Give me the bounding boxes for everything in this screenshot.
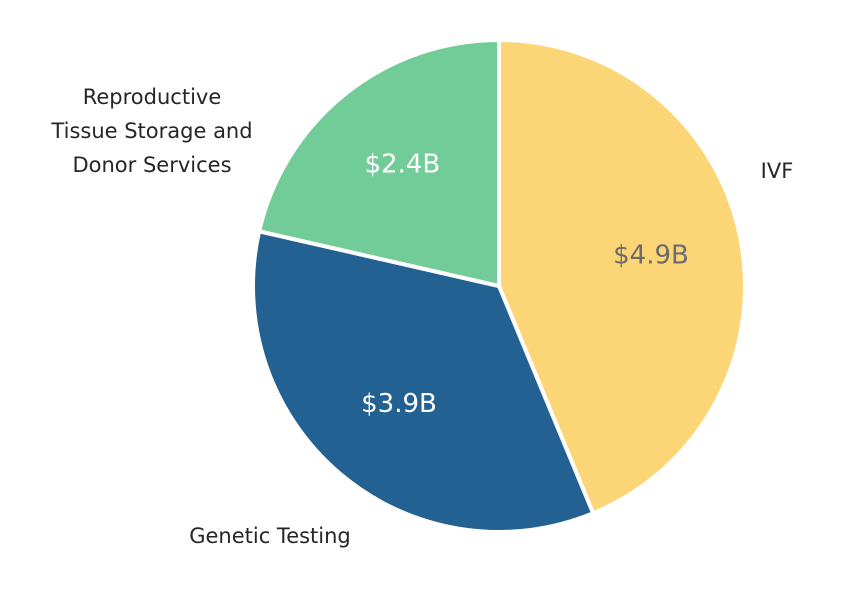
category-label-reproductive-tissue-storage-and-donor-services: Reproductive Tissue Storage and Donor Serv…	[50, 85, 252, 177]
value-label-reproductive-tissue-storage-and-donor-services: $2.4B	[364, 149, 440, 179]
category-label-ivf: IVF	[761, 159, 794, 183]
value-label-genetic-testing: $3.9B	[361, 389, 437, 419]
category-label-line: Donor Services	[72, 153, 231, 177]
category-label-line: IVF	[761, 159, 794, 183]
pie-slices	[251, 38, 747, 534]
pie-slice-genetic-testing	[251, 229, 596, 534]
value-label-ivf: $4.9B	[613, 240, 689, 270]
pie-slice-reproductive-tissue-storage-and-donor-services	[257, 38, 501, 288]
category-label-line: Reproductive	[83, 85, 222, 109]
category-labels: IVF Genetic Testing Reproductive Tissue Sto…	[50, 85, 793, 548]
category-label-genetic-testing: Genetic Testing	[189, 524, 351, 548]
value-labels: $4.9B $3.9B $2.4B	[361, 149, 689, 419]
category-label-line: Genetic Testing	[189, 524, 351, 548]
category-label-line: Tissue Storage and	[50, 119, 252, 143]
pie-slice-ivf	[497, 38, 747, 516]
